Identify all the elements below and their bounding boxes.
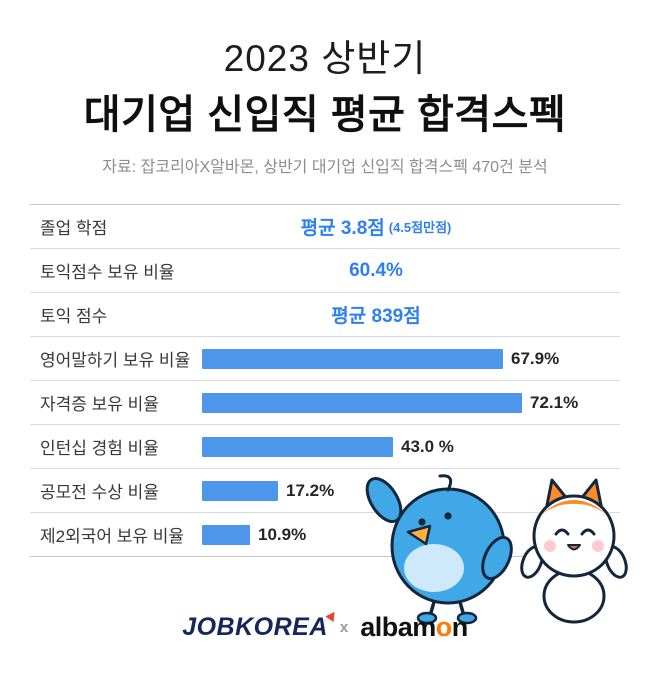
row-value: 72.1% — [202, 392, 620, 413]
percentage-bar — [202, 348, 503, 369]
table-row: 토익점수 보유 비율 60.4% — [30, 249, 620, 293]
row-label: 토익 점수 — [40, 307, 108, 326]
table-row: 토익 점수 평균 839점 — [30, 293, 620, 337]
row-label: 토익점수 보유 비율 — [40, 263, 175, 282]
footer-logos: JOBKOREA x albamon — [0, 608, 650, 643]
row-value: 10.9% — [202, 524, 620, 545]
table-row: 자격증 보유 비율 72.1% — [30, 381, 620, 425]
row-label: 인턴십 경험 비율 — [40, 439, 159, 458]
table-row: 공모전 수상 비율 17.2% — [30, 469, 620, 513]
table-row: 졸업 학점 평균 3.8점 (4.5점만점) — [30, 205, 620, 249]
table-row: 인턴십 경험 비율 43.0 % — [30, 425, 620, 469]
jobkorea-logo: JOBKOREA — [182, 608, 339, 642]
bar-percentage-label: 17.2% — [286, 480, 335, 500]
source-note: 자료: 잡코리아X알바몬, 상반기 대기업 신입직 합격스펙 470건 분석 — [102, 159, 548, 176]
bar-percentage-label: 43.0 % — [401, 436, 454, 456]
row-label: 자격증 보유 비율 — [40, 395, 159, 414]
title-line2: 대기업 신입직 평균 합격스펙 — [83, 93, 567, 137]
jobkorea-logo-text: JOBKOREA — [182, 613, 328, 641]
table-row: 영어말하기 보유 비율 67.9% — [30, 337, 620, 381]
bar-percentage-label: 72.1% — [530, 392, 579, 412]
logo-separator: x — [339, 619, 349, 636]
stat-suffix: (4.5점만점) — [388, 220, 452, 235]
row-label: 공모전 수상 비율 — [40, 483, 159, 502]
bar-percentage-label: 67.9% — [511, 348, 560, 368]
stat-value: 평균 839점 — [331, 306, 421, 327]
albamon-logo-text-end: n — [451, 612, 469, 642]
row-value: 60.4% — [202, 260, 620, 282]
row-value: 43.0 % — [202, 436, 620, 457]
stat-value: 평균 3.8점 — [300, 218, 385, 239]
albamon-logo-accent-letter: o — [435, 612, 453, 642]
row-label: 제2외국어 보유 비율 — [40, 527, 185, 546]
row-label: 영어말하기 보유 비율 — [40, 351, 191, 370]
row-label: 졸업 학점 — [40, 219, 108, 238]
albamon-logo-text: albam — [360, 612, 436, 642]
row-value: 평균 839점 — [202, 301, 620, 328]
percentage-bar — [202, 436, 393, 457]
table-row: 제2외국어 보유 비율 10.9% — [30, 513, 620, 557]
header: 2023 상반기 대기업 신입직 평균 합격스펙 자료: 잡코리아X알바몬, 상… — [0, 0, 650, 179]
albamon-logo: albamon — [360, 612, 468, 643]
row-value: 평균 3.8점 (4.5점만점) — [202, 213, 620, 240]
stat-value: 60.4% — [349, 259, 403, 281]
row-value: 67.9% — [202, 348, 620, 369]
percentage-bar — [202, 392, 522, 413]
percentage-bar — [202, 480, 278, 501]
bar-percentage-label: 10.9% — [258, 524, 307, 544]
row-value: 17.2% — [202, 480, 620, 501]
title-line1: 2023 상반기 — [223, 38, 427, 79]
spec-table: 졸업 학점 평균 3.8점 (4.5점만점) 토익점수 보유 비율 60.4% … — [30, 204, 620, 557]
percentage-bar — [202, 524, 250, 545]
